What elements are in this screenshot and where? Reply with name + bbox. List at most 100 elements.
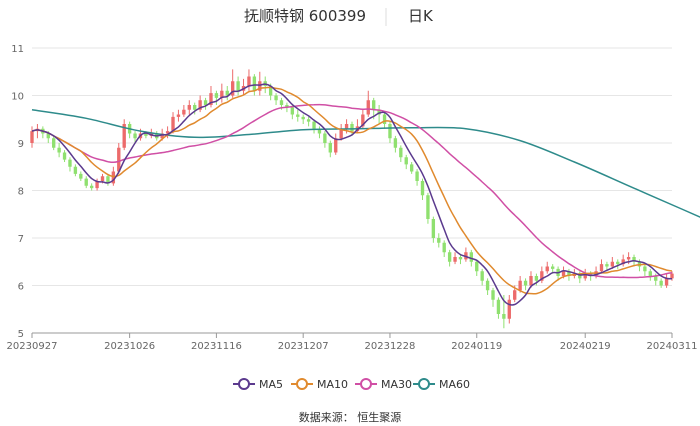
candle[interactable]	[458, 254, 463, 265]
candle[interactable]	[442, 240, 446, 257]
candle[interactable]	[377, 105, 381, 124]
candle[interactable]	[106, 173, 110, 186]
candle[interactable]	[73, 164, 78, 177]
candle[interactable]	[176, 109, 181, 122]
candle[interactable]	[274, 93, 278, 105]
candle[interactable]	[540, 266, 544, 284]
candle-body	[328, 143, 332, 153]
candle[interactable]	[225, 86, 229, 101]
candle[interactable]	[388, 121, 392, 143]
candle[interactable]	[643, 264, 647, 276]
candle[interactable]	[52, 135, 56, 151]
candle[interactable]	[290, 105, 295, 120]
candle[interactable]	[334, 133, 338, 155]
legend-ma60-marker	[418, 378, 430, 390]
candle[interactable]	[475, 259, 479, 276]
candle[interactable]	[659, 278, 663, 288]
candle-body	[106, 176, 110, 184]
candle[interactable]	[485, 278, 490, 295]
candle[interactable]	[491, 287, 495, 307]
candle[interactable]	[84, 176, 88, 189]
candle[interactable]	[431, 216, 436, 243]
candle[interactable]	[306, 116, 311, 127]
candle[interactable]	[220, 83, 224, 103]
candle[interactable]	[404, 154, 408, 170]
candle[interactable]	[437, 233, 441, 248]
legend: MA5 MA10 MA30 MA60	[233, 378, 470, 391]
candle[interactable]	[301, 114, 305, 125]
candle[interactable]	[317, 126, 322, 139]
candle[interactable]	[68, 157, 72, 172]
candle-body	[84, 178, 88, 186]
candle[interactable]	[399, 145, 403, 162]
candle[interactable]	[415, 169, 419, 186]
candle[interactable]	[127, 121, 132, 139]
candle-body	[534, 276, 539, 281]
candle[interactable]	[480, 268, 484, 286]
candle[interactable]	[209, 86, 213, 108]
candle[interactable]	[35, 124, 40, 139]
candle[interactable]	[258, 71, 262, 96]
candle[interactable]	[464, 247, 468, 262]
candle[interactable]	[203, 97, 208, 110]
candle[interactable]	[648, 268, 652, 281]
candle[interactable]	[664, 273, 669, 288]
candle-body	[431, 219, 436, 238]
candle[interactable]	[507, 295, 511, 324]
candle[interactable]	[518, 276, 522, 293]
candle[interactable]	[366, 90, 370, 117]
candle[interactable]	[496, 297, 501, 319]
candle[interactable]	[621, 254, 625, 267]
candle[interactable]	[578, 271, 582, 284]
candle[interactable]	[529, 271, 533, 288]
candle[interactable]	[214, 90, 219, 105]
candle-body	[523, 280, 528, 286]
candle[interactable]	[409, 162, 414, 174]
candle[interactable]	[545, 261, 549, 274]
candle[interactable]	[193, 102, 197, 115]
candle[interactable]	[133, 131, 137, 143]
candle[interactable]	[122, 119, 126, 151]
candle-body	[111, 171, 116, 184]
candle-body	[366, 100, 370, 115]
candle[interactable]	[95, 178, 99, 191]
candle[interactable]	[426, 192, 430, 224]
candle[interactable]	[599, 259, 604, 274]
candle[interactable]	[230, 69, 235, 98]
ma5-line	[31, 83, 673, 306]
candle[interactable]	[420, 178, 425, 200]
candle[interactable]	[523, 278, 528, 291]
x-tick-label: 20231026	[104, 341, 155, 352]
candle[interactable]	[247, 69, 251, 91]
ma30-line	[31, 103, 673, 279]
candle[interactable]	[312, 119, 316, 134]
candle[interactable]	[610, 257, 615, 269]
candle[interactable]	[296, 109, 300, 122]
candle[interactable]	[339, 124, 343, 141]
candle[interactable]	[393, 135, 398, 153]
legend-item-ma30[interactable]: MA30	[355, 378, 412, 391]
legend-item-ma5[interactable]: MA5	[233, 378, 283, 391]
candle[interactable]	[616, 259, 620, 269]
candle[interactable]	[79, 171, 83, 182]
candle[interactable]	[30, 126, 34, 148]
candle[interactable]	[198, 95, 202, 113]
candle[interactable]	[57, 143, 61, 158]
candle-body	[62, 152, 67, 160]
candle[interactable]	[241, 78, 246, 96]
candle[interactable]	[89, 183, 94, 191]
candle[interactable]	[236, 76, 240, 96]
candle[interactable]	[453, 252, 457, 265]
legend-item-ma10[interactable]: MA10	[291, 378, 348, 391]
candle[interactable]	[328, 140, 332, 158]
legend-item-ma60[interactable]: MA60	[413, 378, 470, 391]
candle[interactable]	[447, 249, 452, 267]
candle[interactable]	[41, 126, 45, 139]
candle-body	[409, 164, 414, 172]
candle[interactable]	[165, 126, 170, 139]
candle[interactable]	[187, 100, 191, 115]
candle[interactable]	[62, 150, 67, 162]
candle[interactable]	[323, 131, 327, 148]
candle[interactable]	[182, 105, 186, 117]
candle[interactable]	[117, 143, 121, 174]
